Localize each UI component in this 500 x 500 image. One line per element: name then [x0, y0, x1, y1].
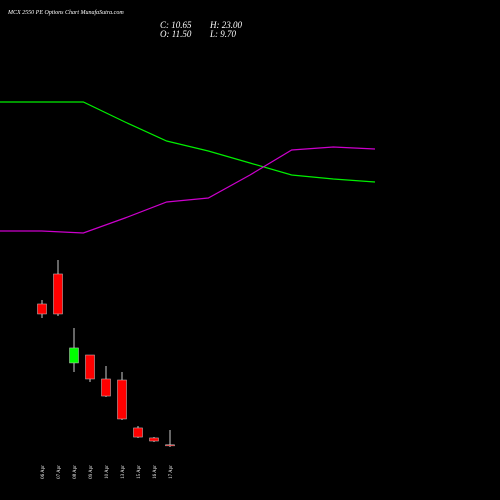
candle-body	[37, 303, 47, 315]
x-tick-label: 17 Apr	[169, 465, 174, 479]
candle-body	[101, 378, 111, 397]
candle-body	[165, 444, 175, 447]
x-tick-label: 09 Apr	[89, 465, 94, 479]
candle-body	[117, 379, 127, 420]
low-readout: L: 9.70	[209, 29, 237, 39]
candle-body	[149, 437, 159, 442]
x-tick-label: 16 Apr	[153, 465, 158, 479]
x-tick-label: 08 Apr	[73, 465, 78, 479]
x-tick-label: 10 Apr	[105, 465, 110, 479]
open-readout: O: 11.50	[160, 29, 192, 39]
x-tick-label: 06 Apr	[41, 465, 46, 479]
candle-body	[133, 427, 143, 438]
indicator-line	[0, 146, 376, 234]
indicator-line	[0, 101, 376, 183]
chart-title: MCX 2550 PE Options Chart MunafaSutra.co…	[7, 9, 124, 16]
x-tick-label: 07 Apr	[57, 465, 62, 479]
candle-body	[53, 273, 63, 315]
candle-body	[69, 347, 79, 364]
x-tick-label: 15 Apr	[137, 465, 142, 479]
x-tick-label: 13 Apr	[121, 465, 126, 479]
close-readout: C: 10.65	[160, 20, 192, 30]
high-readout: H: 23.00	[209, 20, 242, 30]
candle-body	[85, 354, 95, 380]
